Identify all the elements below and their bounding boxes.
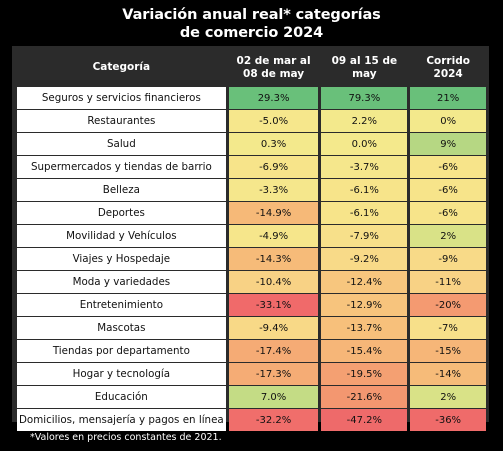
value-cell: 79.3% bbox=[321, 87, 408, 109]
table-row: Deportes -14.9% -6.1% -6% bbox=[17, 202, 486, 224]
category-cell: Deportes bbox=[17, 202, 226, 224]
value-cell: -7% bbox=[410, 317, 486, 339]
header-period-1: 02 de mar al 08 de may bbox=[228, 49, 319, 86]
table-row: Seguros y servicios financieros 29.3% 79.3… bbox=[17, 87, 486, 109]
value-cell: 2% bbox=[410, 386, 486, 408]
category-cell: Moda y variedades bbox=[17, 271, 226, 293]
value-cell: 0% bbox=[410, 110, 486, 132]
value-cell: -21.6% bbox=[321, 386, 408, 408]
value-cell: -33.1% bbox=[228, 294, 319, 316]
table-row: Moda y variedades -10.4% -12.4% -11% bbox=[17, 271, 486, 293]
value-cell: -13.7% bbox=[321, 317, 408, 339]
value-cell: -17.4% bbox=[228, 340, 319, 362]
table-body: Seguros y servicios financieros 29.3% 79.3… bbox=[17, 87, 486, 431]
table-row: Viajes y Hospedaje -14.3% -9.2% -9% bbox=[17, 248, 486, 270]
value-cell: -12.9% bbox=[321, 294, 408, 316]
value-cell: -14% bbox=[410, 363, 486, 385]
table-row: Salud 0.3% 0.0% 9% bbox=[17, 133, 486, 155]
table-row: Tiendas por departamento -17.4% -15.4% -15% bbox=[17, 340, 486, 362]
value-cell: -6% bbox=[410, 179, 486, 201]
value-cell: -9.4% bbox=[228, 317, 319, 339]
value-cell: -14.3% bbox=[228, 248, 319, 270]
footnote: *Valores en precios constantes de 2021. bbox=[30, 432, 222, 443]
category-cell: Hogar y tecnología bbox=[17, 363, 226, 385]
data-table-frame: Categoría 02 de mar al 08 de may 09 al 1… bbox=[12, 46, 489, 431]
value-cell: -36% bbox=[410, 409, 486, 431]
value-cell: -9.2% bbox=[321, 248, 408, 270]
table-header-row: Categoría 02 de mar al 08 de may 09 al 1… bbox=[17, 49, 486, 86]
category-cell: Restaurantes bbox=[17, 110, 226, 132]
value-cell: -14.9% bbox=[228, 202, 319, 224]
table-row: Supermercados y tiendas de barrio -6.9% -3… bbox=[17, 156, 486, 178]
value-cell: -9% bbox=[410, 248, 486, 270]
category-cell: Educación bbox=[17, 386, 226, 408]
value-cell: -11% bbox=[410, 271, 486, 293]
category-cell: Viajes y Hospedaje bbox=[17, 248, 226, 270]
chart-title: Variación anual real* categorías de come… bbox=[0, 6, 503, 42]
table-row: Belleza -3.3% -6.1% -6% bbox=[17, 179, 486, 201]
value-cell: -10.4% bbox=[228, 271, 319, 293]
table-row: Mascotas -9.4% -13.7% -7% bbox=[17, 317, 486, 339]
category-cell: Seguros y servicios financieros bbox=[17, 87, 226, 109]
value-cell: -47.2% bbox=[321, 409, 408, 431]
value-cell: 21% bbox=[410, 87, 486, 109]
value-cell: -12.4% bbox=[321, 271, 408, 293]
table-row: Domicilios, mensajería y pagos en línea -… bbox=[17, 409, 486, 431]
value-cell: -6% bbox=[410, 156, 486, 178]
category-cell: Supermercados y tiendas de barrio bbox=[17, 156, 226, 178]
table-row: Entretenimiento -33.1% -12.9% -20% bbox=[17, 294, 486, 316]
value-cell: -19.5% bbox=[321, 363, 408, 385]
category-cell: Domicilios, mensajería y pagos en línea bbox=[17, 409, 226, 431]
category-cell: Mascotas bbox=[17, 317, 226, 339]
value-cell: -6% bbox=[410, 202, 486, 224]
header-ytd: Corrido 2024 bbox=[410, 49, 486, 86]
value-cell: -6.1% bbox=[321, 202, 408, 224]
value-cell: -15.4% bbox=[321, 340, 408, 362]
data-table: Categoría 02 de mar al 08 de may 09 al 1… bbox=[14, 48, 489, 432]
value-cell: 9% bbox=[410, 133, 486, 155]
value-cell: 7.0% bbox=[228, 386, 319, 408]
table-row: Hogar y tecnología -17.3% -19.5% -14% bbox=[17, 363, 486, 385]
value-cell: -6.1% bbox=[321, 179, 408, 201]
value-cell: -15% bbox=[410, 340, 486, 362]
header-period-2: 09 al 15 de may bbox=[321, 49, 408, 86]
value-cell: 2% bbox=[410, 225, 486, 247]
value-cell: -3.7% bbox=[321, 156, 408, 178]
category-cell: Entretenimiento bbox=[17, 294, 226, 316]
value-cell: 0.3% bbox=[228, 133, 319, 155]
category-cell: Belleza bbox=[17, 179, 226, 201]
value-cell: 0.0% bbox=[321, 133, 408, 155]
chart-title-line-2: de comercio 2024 bbox=[179, 25, 324, 41]
value-cell: -3.3% bbox=[228, 179, 319, 201]
header-category: Categoría bbox=[17, 49, 226, 86]
table-row: Educación 7.0% -21.6% 2% bbox=[17, 386, 486, 408]
category-cell: Tiendas por departamento bbox=[17, 340, 226, 362]
value-cell: 2.2% bbox=[321, 110, 408, 132]
value-cell: -32.2% bbox=[228, 409, 319, 431]
category-cell: Salud bbox=[17, 133, 226, 155]
value-cell: -6.9% bbox=[228, 156, 319, 178]
value-cell: -4.9% bbox=[228, 225, 319, 247]
table-row: Restaurantes -5.0% 2.2% 0% bbox=[17, 110, 486, 132]
value-cell: 29.3% bbox=[228, 87, 319, 109]
value-cell: -7.9% bbox=[321, 225, 408, 247]
value-cell: -17.3% bbox=[228, 363, 319, 385]
value-cell: -5.0% bbox=[228, 110, 319, 132]
table-row: Movilidad y Vehículos -4.9% -7.9% 2% bbox=[17, 225, 486, 247]
category-cell: Movilidad y Vehículos bbox=[17, 225, 226, 247]
value-cell: -20% bbox=[410, 294, 486, 316]
chart-title-line-1: Variación anual real* categorías bbox=[122, 7, 381, 23]
